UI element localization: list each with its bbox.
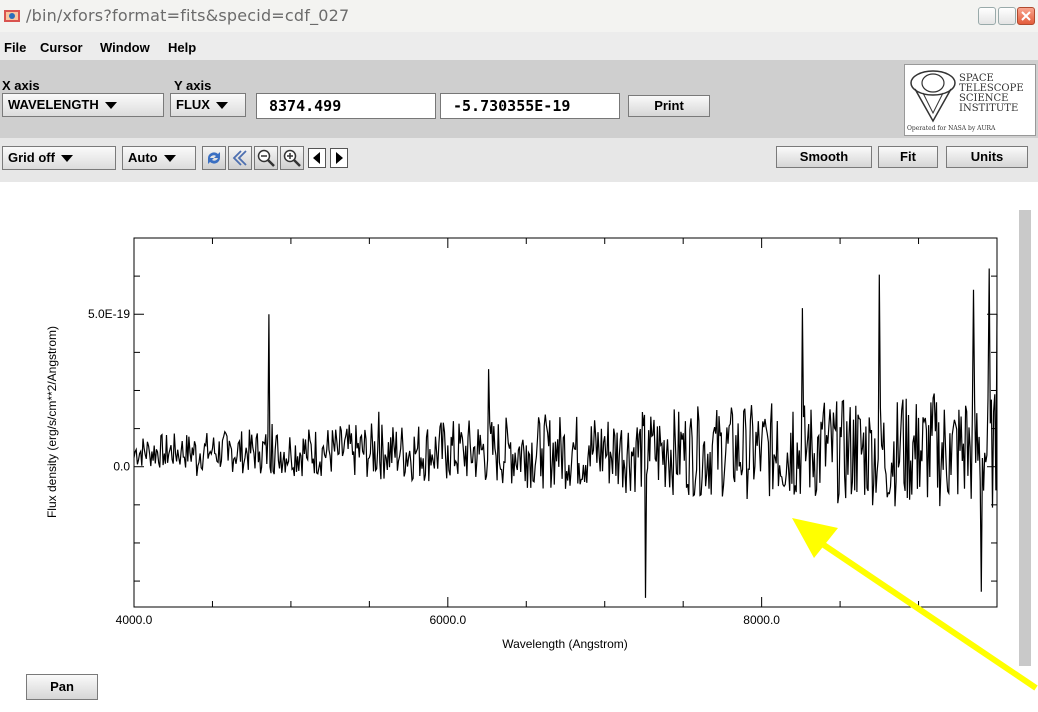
back-icon[interactable]: [228, 146, 252, 170]
scale-select-value: Auto: [128, 150, 158, 165]
y-axis-select-value: FLUX: [176, 97, 210, 112]
x-tick-label: 4000.0: [116, 613, 153, 627]
smooth-button[interactable]: Smooth: [776, 146, 872, 168]
x-axis-label: X axis: [2, 78, 40, 93]
close-icon[interactable]: [1017, 7, 1035, 25]
menu-help[interactable]: Help: [168, 40, 197, 55]
print-button[interactable]: Print: [628, 95, 710, 117]
y-tick-label: 0.0: [113, 460, 130, 474]
menu-window[interactable]: Window: [100, 40, 150, 55]
logo-line-2: TELESCOPE: [959, 83, 1024, 94]
y-axis-label: Y axis: [174, 78, 212, 93]
x-tick-label: 6000.0: [429, 613, 466, 627]
annotation-arrow: [792, 518, 1038, 691]
chevron-down-icon: [60, 155, 73, 163]
grid-select[interactable]: Grid off: [2, 146, 116, 170]
x-axis-title: Wavelength (Angstrom): [502, 637, 628, 651]
axis-toolbar: X axis Y axis WAVELENGTH FLUX 8374.499 -…: [0, 60, 1038, 138]
refresh-icon[interactable]: [202, 146, 226, 170]
chevron-down-icon: [104, 102, 117, 110]
logo-line-4: INSTITUTE: [959, 103, 1019, 114]
annotation-arrow-head: [792, 518, 838, 558]
menu-bar: File Cursor Window Help: [0, 32, 1038, 60]
cursor-y-field[interactable]: -5.730355E-19: [440, 93, 620, 119]
plot-area: 4000.0 6000.0 8000.0 0.0 5.0E-19 Wavelength …: [0, 182, 1038, 708]
app-icon: [3, 7, 21, 25]
plot-frame: [133, 237, 998, 608]
x-axis-select[interactable]: WAVELENGTH: [2, 93, 164, 117]
y-axis-title: Flux density (erg/s/cm**2/Angstrom): [45, 326, 59, 518]
chevron-down-icon: [163, 155, 176, 163]
zoom-in-icon[interactable]: [280, 146, 304, 170]
maximize-icon[interactable]: [998, 7, 1016, 25]
left-arrow-icon[interactable]: [308, 148, 326, 168]
y-axis-select[interactable]: FLUX: [170, 93, 246, 117]
vertical-scrollbar[interactable]: [1019, 210, 1031, 666]
right-arrow-icon[interactable]: [330, 148, 348, 168]
fit-button[interactable]: Fit: [878, 146, 938, 168]
spectrum-line: [133, 268, 998, 598]
logo-line-1: SPACE: [959, 73, 994, 84]
x-tick-label: 8000.0: [743, 613, 780, 627]
spectrum-chart[interactable]: 4000.0 6000.0 8000.0 0.0 5.0E-19 Wavelength …: [0, 182, 1038, 708]
zoom-out-icon[interactable]: [254, 146, 278, 170]
x-axis-select-value: WAVELENGTH: [8, 97, 99, 112]
plot-toolbar: Grid off Auto Smooth Fit Units: [0, 138, 1038, 182]
chevron-down-icon: [215, 102, 228, 110]
pan-button[interactable]: Pan: [26, 674, 98, 700]
minimize-icon[interactable]: [978, 7, 996, 25]
grid-select-value: Grid off: [8, 150, 55, 165]
menu-file[interactable]: File: [4, 40, 27, 55]
menu-cursor[interactable]: Cursor: [40, 40, 83, 55]
window-title: /bin/xfors?format=fits&specid=cdf_027: [26, 6, 350, 25]
units-button[interactable]: Units: [946, 146, 1028, 168]
stsci-logo: SPACE TELESCOPE SCIENCE INSTITUTE Operat…: [904, 64, 1036, 136]
logo-tagline: Operated for NASA by AURA: [907, 125, 996, 132]
cursor-x-field[interactable]: 8374.499: [256, 93, 436, 119]
scale-select[interactable]: Auto: [122, 146, 196, 170]
y-tick-label: 5.0E-19: [88, 307, 130, 321]
annotation-arrow-shaft: [810, 534, 1038, 691]
logo-line-3: SCIENCE: [959, 93, 1009, 104]
window-titlebar: /bin/xfors?format=fits&specid=cdf_027: [0, 0, 1038, 33]
